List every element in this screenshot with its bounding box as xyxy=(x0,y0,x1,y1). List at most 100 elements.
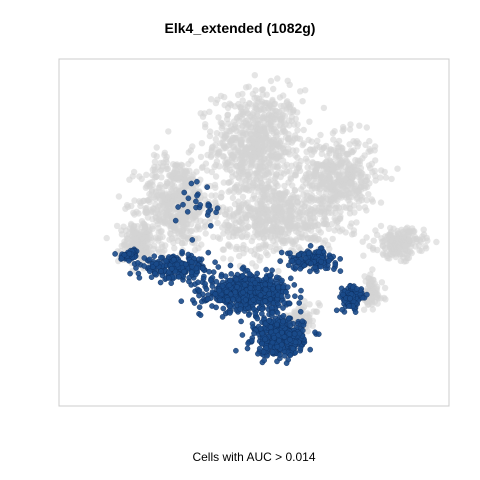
highlighted-point xyxy=(297,294,304,301)
background-point xyxy=(265,111,273,118)
highlighted-point xyxy=(121,251,128,258)
highlighted-point xyxy=(274,309,281,316)
background-point xyxy=(149,216,156,223)
background-point xyxy=(256,257,263,264)
background-point xyxy=(251,120,258,127)
background-point xyxy=(302,87,309,94)
background-point xyxy=(239,115,246,123)
background-point xyxy=(165,128,172,135)
background-point xyxy=(394,241,401,248)
background-point xyxy=(291,171,298,179)
background-point xyxy=(310,160,317,167)
background-point xyxy=(156,184,164,191)
background-point xyxy=(201,110,208,117)
background-point xyxy=(151,158,159,165)
background-point xyxy=(296,135,304,143)
background-point xyxy=(227,256,234,263)
background-point xyxy=(255,145,262,152)
background-point xyxy=(260,105,267,113)
background-point xyxy=(339,123,347,131)
background-point xyxy=(223,156,230,163)
background-point xyxy=(182,179,189,186)
background-point xyxy=(155,248,163,256)
background-point xyxy=(335,168,342,176)
background-point xyxy=(357,183,364,190)
highlighted-point xyxy=(186,278,192,285)
background-point xyxy=(166,172,173,179)
highlighted-point xyxy=(146,256,153,263)
highlighted-point xyxy=(296,330,303,337)
background-point xyxy=(331,227,338,234)
background-point xyxy=(368,288,376,295)
background-point xyxy=(244,231,251,238)
highlighted-point xyxy=(181,189,187,196)
highlighted-point xyxy=(174,261,181,268)
background-point xyxy=(314,137,321,144)
background-point xyxy=(251,140,258,148)
background-point xyxy=(272,197,280,204)
highlighted-point xyxy=(148,274,155,281)
highlighted-point xyxy=(233,347,239,354)
background-point xyxy=(281,163,288,170)
highlighted-point xyxy=(197,201,203,208)
highlighted-point xyxy=(295,258,302,265)
highlighted-point xyxy=(287,352,294,359)
background-point xyxy=(276,139,284,147)
background-point xyxy=(310,235,317,242)
highlighted-point xyxy=(263,345,270,351)
background-point xyxy=(330,136,337,143)
background-point xyxy=(359,194,366,201)
background-point xyxy=(172,162,179,169)
highlighted-point xyxy=(273,274,280,281)
highlighted-point xyxy=(245,312,252,318)
background-point xyxy=(238,180,245,187)
highlighted-point xyxy=(278,341,285,348)
background-point xyxy=(178,240,186,247)
background-point xyxy=(347,121,354,128)
highlighted-point xyxy=(255,285,262,291)
background-point xyxy=(211,163,218,170)
background-point xyxy=(202,230,209,237)
background-point xyxy=(313,197,321,204)
background-point xyxy=(136,198,143,205)
background-point xyxy=(304,164,311,171)
background-point xyxy=(289,108,296,116)
background-point xyxy=(276,190,283,197)
highlighted-point xyxy=(185,195,192,202)
background-point xyxy=(149,208,156,215)
highlighted-point xyxy=(172,217,179,224)
background-point xyxy=(233,162,241,170)
highlighted-point xyxy=(232,289,239,296)
background-point xyxy=(182,219,189,227)
background-point xyxy=(170,239,177,246)
background-point xyxy=(176,196,184,203)
highlighted-point xyxy=(188,269,195,276)
highlighted-point xyxy=(267,324,274,331)
background-point xyxy=(229,159,236,166)
highlighted-point xyxy=(141,255,148,261)
background-point xyxy=(202,121,209,128)
highlighted-point xyxy=(188,180,195,187)
background-point xyxy=(351,163,359,170)
background-point xyxy=(323,158,330,165)
background-point xyxy=(250,234,257,241)
highlighted-point xyxy=(227,277,233,284)
background-point xyxy=(173,175,181,182)
highlighted-point xyxy=(289,257,296,264)
highlighted-point xyxy=(165,275,172,281)
background-point xyxy=(369,266,376,273)
background-point xyxy=(227,101,235,109)
background-point xyxy=(203,167,211,174)
background-point xyxy=(260,148,268,155)
background-point xyxy=(330,162,337,170)
background-point xyxy=(394,165,401,172)
background-point xyxy=(377,222,385,230)
background-point xyxy=(236,245,243,253)
background-point xyxy=(260,235,268,242)
background-point xyxy=(193,168,200,175)
background-point xyxy=(304,158,311,165)
background-point xyxy=(161,149,168,156)
highlighted-point xyxy=(287,336,293,343)
highlighted-point xyxy=(205,209,212,215)
highlighted-point xyxy=(242,282,248,288)
